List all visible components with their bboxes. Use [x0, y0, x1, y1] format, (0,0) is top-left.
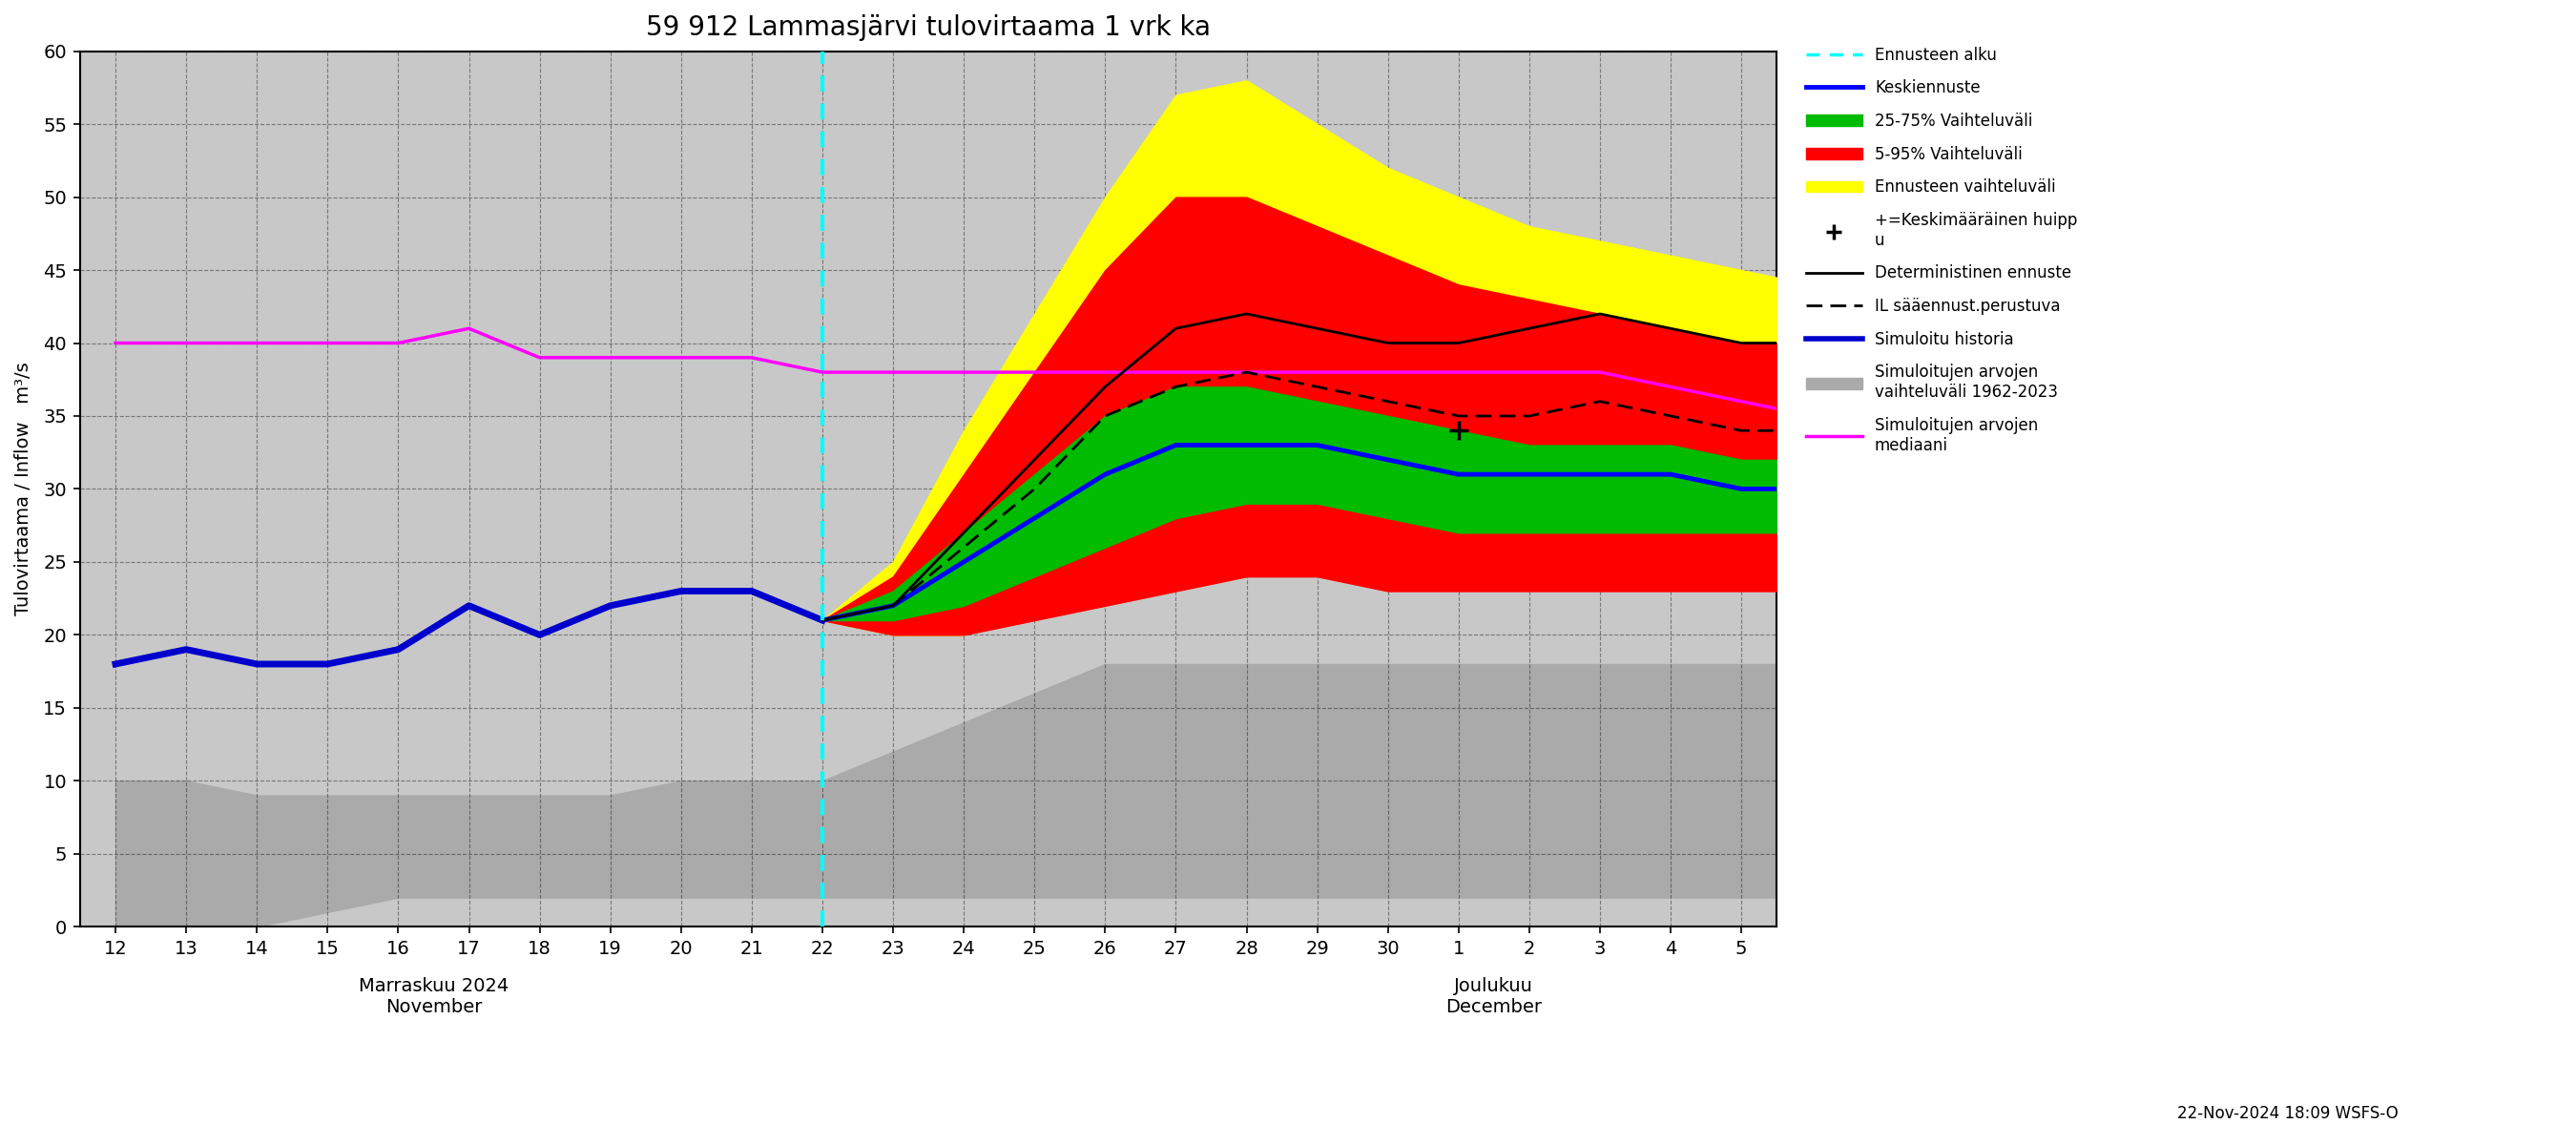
Y-axis label: Tulovirtaama / Inflow   m³/s: Tulovirtaama / Inflow m³/s — [15, 362, 33, 616]
Legend: Ennusteen alku, Keskiennuste, 25-75% Vaihteluväli, 5-95% Vaihteluväli, Ennusteen: Ennusteen alku, Keskiennuste, 25-75% Vai… — [1801, 41, 2081, 459]
Text: Joulukuu
December: Joulukuu December — [1445, 977, 1543, 1017]
Text: Marraskuu 2024
November: Marraskuu 2024 November — [358, 977, 507, 1017]
Title: 59 912 Lammasjärvi tulovirtaama 1 vrk ka: 59 912 Lammasjärvi tulovirtaama 1 vrk ka — [647, 14, 1211, 41]
Text: 22-Nov-2024 18:09 WSFS-O: 22-Nov-2024 18:09 WSFS-O — [2177, 1105, 2398, 1122]
